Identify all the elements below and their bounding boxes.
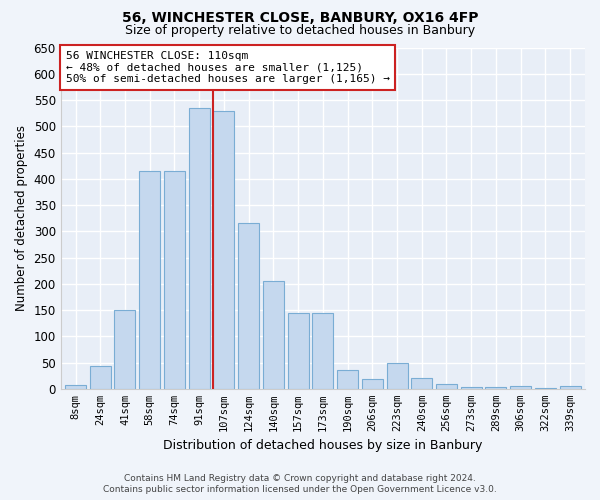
Bar xyxy=(313,312,334,389)
Bar xyxy=(362,380,383,389)
Bar xyxy=(214,110,235,389)
Bar xyxy=(337,370,358,389)
Text: Contains HM Land Registry data © Crown copyright and database right 2024.
Contai: Contains HM Land Registry data © Crown c… xyxy=(103,474,497,494)
Bar xyxy=(188,108,209,389)
Bar xyxy=(560,386,581,389)
Text: Size of property relative to detached houses in Banbury: Size of property relative to detached ho… xyxy=(125,24,475,37)
X-axis label: Distribution of detached houses by size in Banbury: Distribution of detached houses by size … xyxy=(163,440,482,452)
Bar xyxy=(510,386,531,389)
Bar xyxy=(485,387,506,389)
Bar xyxy=(238,224,259,389)
Bar xyxy=(139,171,160,389)
Bar xyxy=(287,312,308,389)
Text: 56 WINCHESTER CLOSE: 110sqm
← 48% of detached houses are smaller (1,125)
50% of : 56 WINCHESTER CLOSE: 110sqm ← 48% of det… xyxy=(66,51,390,84)
Bar xyxy=(386,362,407,389)
Bar xyxy=(90,366,111,389)
Bar xyxy=(535,388,556,389)
Bar xyxy=(263,281,284,389)
Text: 56, WINCHESTER CLOSE, BANBURY, OX16 4FP: 56, WINCHESTER CLOSE, BANBURY, OX16 4FP xyxy=(122,12,478,26)
Y-axis label: Number of detached properties: Number of detached properties xyxy=(15,125,28,311)
Bar xyxy=(411,378,432,389)
Bar xyxy=(65,384,86,389)
Bar xyxy=(164,171,185,389)
Bar xyxy=(461,386,482,389)
Bar xyxy=(115,310,136,389)
Bar xyxy=(436,384,457,389)
